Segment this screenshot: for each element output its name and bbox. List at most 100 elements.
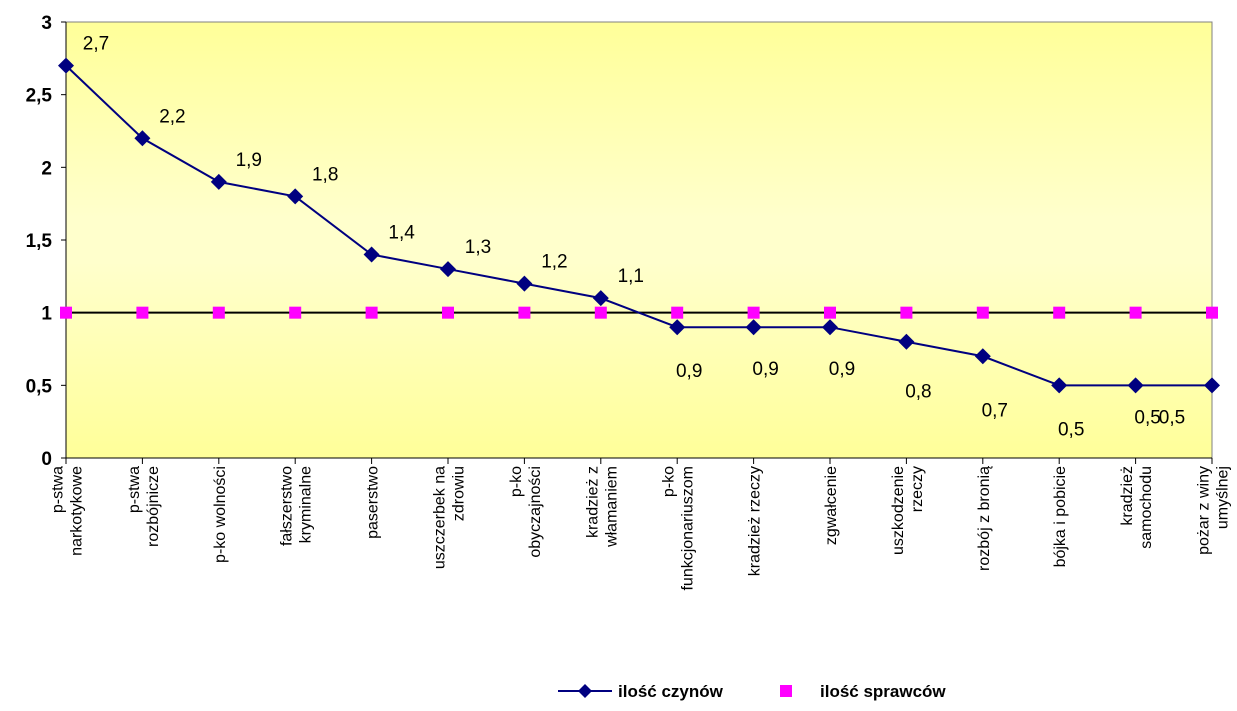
diamond-marker <box>440 261 456 278</box>
legend-square-icon <box>780 685 792 697</box>
diamond-marker <box>58 57 74 74</box>
diamond-marker <box>745 319 762 336</box>
x-tick-label: zgwałcenie <box>823 466 840 545</box>
x-tick-labels: p-stwa narkotykowe p-stwa rozbójnicze p-ko w… <box>50 466 1232 591</box>
legend: ilość czynów ilość sprawców <box>558 682 946 701</box>
data-label: 0,7 <box>982 400 1008 421</box>
x-tick-label-line: kradzież z <box>584 466 601 538</box>
data-labels: 2,7 2,2 1,9 1,8 1,4 1,3 1,2 1,1 0,9 0,9 0,9 0,8 0,7 0… <box>83 34 1185 441</box>
square-marker <box>136 306 149 319</box>
data-label: 0,5 <box>1159 407 1185 428</box>
data-label: 1,3 <box>465 237 491 258</box>
series-ilosc-sprawcow <box>60 306 1218 319</box>
y-tick-label: 1,5 <box>26 231 53 252</box>
legend-label: ilość sprawców <box>820 682 946 701</box>
x-tick-label-line: pożar z winy <box>1196 466 1213 555</box>
data-label: 1,1 <box>618 266 644 287</box>
diamond-marker <box>592 290 609 307</box>
y-tick-label: 2 <box>41 158 52 179</box>
diamond-marker <box>669 319 686 336</box>
x-tick-label-line: p-ko <box>661 466 678 497</box>
data-label: 0,8 <box>905 382 931 403</box>
square-marker <box>594 306 607 319</box>
x-tick-label-line: uszczerbek na <box>432 466 449 569</box>
y-tick-labels: 0 0,5 1 1,5 2 2,5 3 <box>26 13 53 470</box>
diamond-marker <box>210 173 227 190</box>
diamond-marker <box>1127 377 1144 394</box>
x-tick-label-line: p-stwa <box>126 466 143 513</box>
square-marker <box>1206 306 1218 319</box>
x-tick-label-line: narkotykowe <box>69 466 86 556</box>
x-tick-label-line: umyślnej <box>1215 466 1232 529</box>
legend-item-ilosc-sprawcow: ilość sprawców <box>780 682 946 701</box>
legend-item-ilosc-czynow: ilość czynów <box>558 682 724 701</box>
diamond-marker <box>287 188 304 205</box>
x-tick-label: pożar z winy umyślnej <box>1196 466 1232 555</box>
data-label: 0,9 <box>676 361 702 382</box>
x-tick-label-line: fałszerstwo <box>279 466 296 546</box>
square-marker <box>60 306 72 319</box>
x-tick-label-line: funkcjonariuszom <box>680 466 697 591</box>
data-label: 0,5 <box>1134 407 1160 428</box>
legend-label: ilość czynów <box>618 682 724 701</box>
legend-diamond-icon <box>578 684 592 698</box>
x-tick-label: uszczerbek na zdrowiu <box>432 466 468 569</box>
square-marker <box>1053 306 1066 319</box>
x-tick-label-line: rzeczy <box>909 466 926 512</box>
square-marker <box>518 306 531 319</box>
x-tick-label: fałszerstwo kryminalne <box>279 466 315 546</box>
series-layer <box>58 57 1220 394</box>
x-tick-label: paserstwo <box>365 466 382 539</box>
x-tick-label: uszkodzenie rzeczy <box>890 466 926 555</box>
x-tick-label: p-ko funkcjonariuszom <box>661 466 697 591</box>
x-tick-label: kradzież z włamaniem <box>584 466 620 548</box>
x-tick-label-line: kradzież <box>1119 466 1136 526</box>
x-tick-label-line: uszkodzenie <box>890 466 907 555</box>
series-line <box>65 64 1212 387</box>
x-tick-label: p-ko obyczajności <box>508 466 544 558</box>
y-tick-label: 0,5 <box>26 376 53 397</box>
square-marker <box>1129 306 1142 319</box>
diamond-marker <box>898 333 915 350</box>
x-tick-label: p-stwa rozbójnicze <box>126 466 162 547</box>
x-tick-label: kradzież samochodu <box>1119 466 1155 549</box>
series-ilosc-czynow <box>58 57 1220 394</box>
square-marker <box>976 306 989 319</box>
data-label: 1,2 <box>541 252 567 273</box>
y-tick-label: 3 <box>41 13 52 34</box>
x-tick-label-line: kryminalne <box>298 466 315 543</box>
plot-area <box>65 21 1213 459</box>
x-tick-label-line: obyczajności <box>527 466 544 558</box>
x-tick-label-line: zgwałcenie <box>823 466 840 545</box>
square-marker <box>747 306 760 319</box>
diamond-marker <box>1051 377 1068 394</box>
diamond-marker <box>516 275 533 292</box>
diamond-marker <box>134 130 151 147</box>
x-tick-label-line: paserstwo <box>365 466 382 539</box>
x-tick-label: p-ko wolności <box>212 466 229 563</box>
x-tick-label-line: p-stwa <box>50 466 67 513</box>
square-marker <box>365 306 378 319</box>
x-tick-label: rozbój z bronią <box>976 466 993 571</box>
x-tick-label: bójka i pobicie <box>1052 466 1069 568</box>
x-tick-label: kradzież rzeczy <box>747 466 764 576</box>
x-tick-label-line: p-ko wolności <box>212 466 229 563</box>
square-marker <box>289 306 302 319</box>
data-label: 1,9 <box>236 150 262 171</box>
square-marker <box>442 306 454 319</box>
y-tick-label: 2,5 <box>26 86 53 107</box>
y-tick-label: 0 <box>41 449 52 470</box>
y-tick-label: 1 <box>41 304 52 325</box>
data-label: 2,7 <box>83 34 109 55</box>
data-label: 1,4 <box>388 223 415 244</box>
diamond-marker <box>1204 377 1220 394</box>
square-marker <box>824 306 836 319</box>
square-marker <box>900 306 913 319</box>
square-marker <box>671 306 684 319</box>
diamond-marker <box>822 319 838 336</box>
x-tick-label: p-stwa narkotykowe <box>50 466 86 556</box>
data-label: 1,8 <box>312 164 338 185</box>
x-tick-label-line: zdrowiu <box>451 466 468 521</box>
x-tick-label-line: rozbój z bronią <box>976 466 993 571</box>
